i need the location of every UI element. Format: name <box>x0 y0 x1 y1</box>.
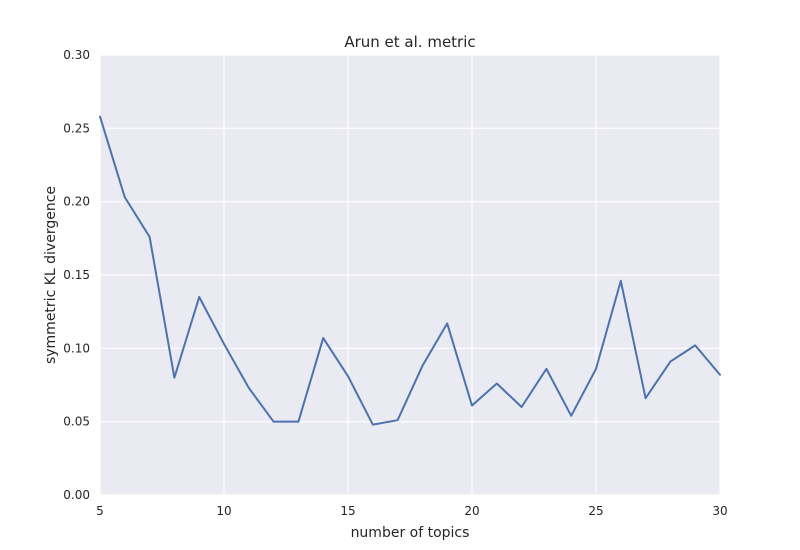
y-tick-label: 0.20 <box>63 195 90 209</box>
y-tick-label: 0.10 <box>63 341 90 355</box>
series-line <box>99 115 721 426</box>
series-lines <box>99 115 721 426</box>
y-tick-label: 0.30 <box>63 48 90 62</box>
x-axis-label: number of topics <box>351 525 470 541</box>
chart-title: Arun et al. metric <box>344 33 475 51</box>
x-tick-label: 15 <box>340 504 355 518</box>
grid <box>99 54 721 496</box>
y-tick-label: 0.15 <box>63 268 90 282</box>
x-tick-label: 25 <box>588 504 603 518</box>
x-tick-label: 30 <box>712 504 727 518</box>
y-axis-label: symmetric KL divergence <box>43 186 59 364</box>
x-tick-label: 20 <box>464 504 479 518</box>
y-axis-ticks: 0.00 0.05 0.10 0.15 0.20 0.25 0.30 <box>63 48 90 502</box>
x-tick-label: 10 <box>216 504 231 518</box>
x-tick-label: 5 <box>96 504 104 518</box>
y-tick-label: 0.05 <box>63 415 90 429</box>
y-tick-label: 0.25 <box>63 121 90 135</box>
y-tick-label: 0.00 <box>63 488 90 502</box>
x-axis-ticks: 5 10 15 20 25 30 <box>96 504 727 518</box>
